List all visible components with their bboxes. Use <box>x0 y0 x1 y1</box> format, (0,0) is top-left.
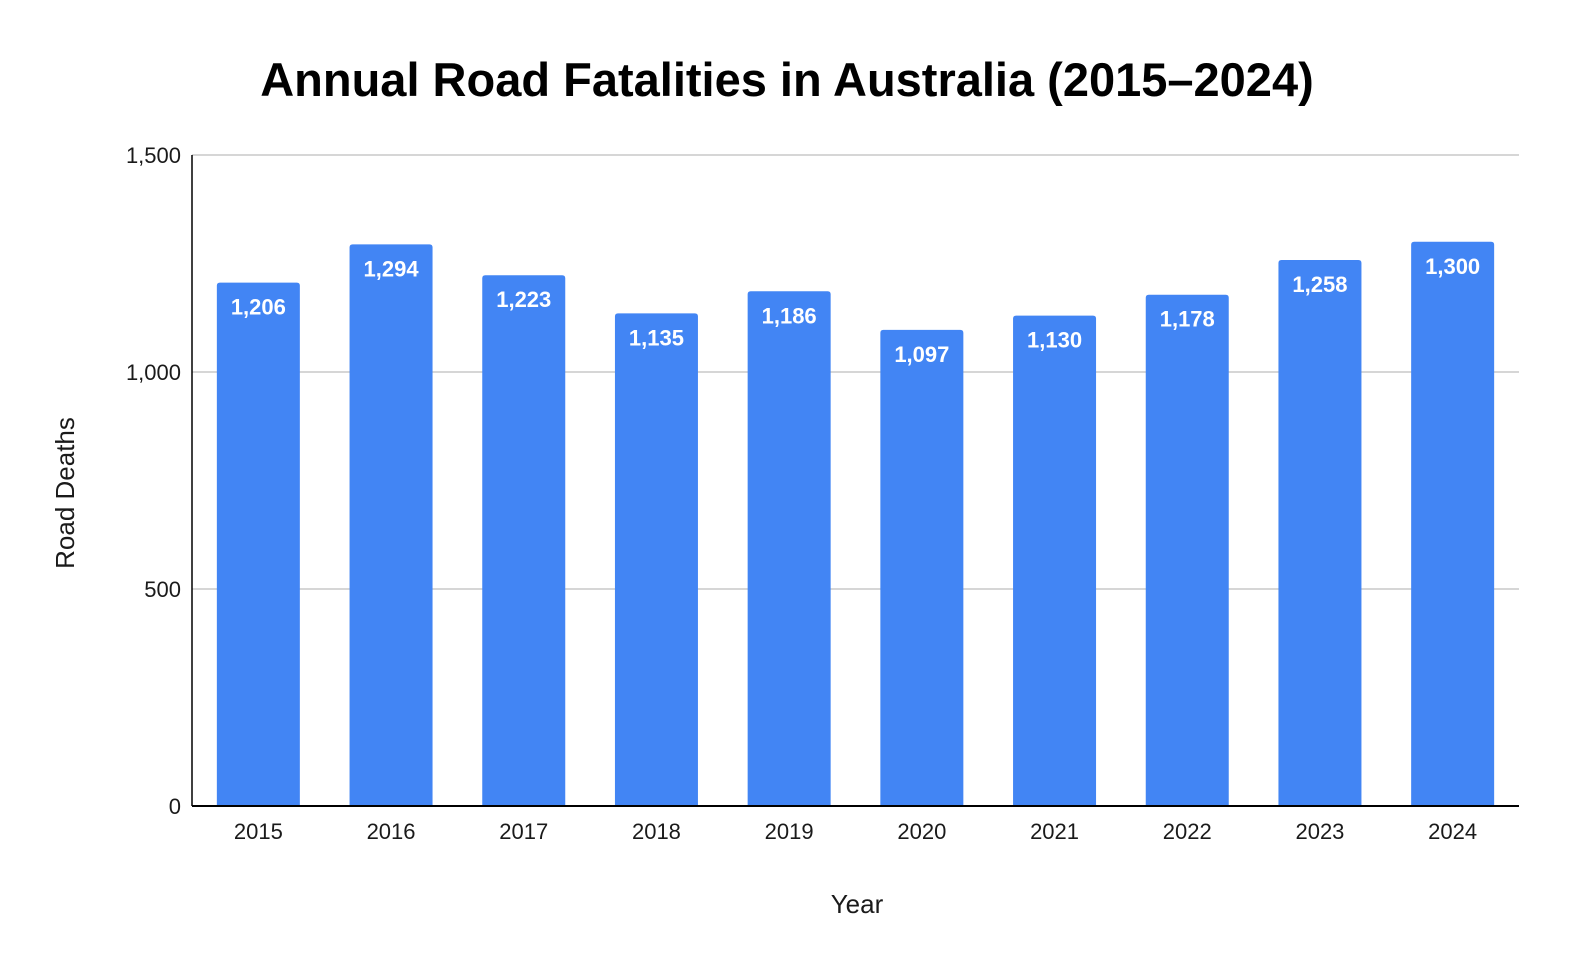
bar <box>880 329 964 806</box>
bar-value-label: 1,130 <box>1027 328 1082 353</box>
bar <box>614 313 698 806</box>
bar-value-label: 1,223 <box>496 287 551 312</box>
bar <box>216 282 300 806</box>
bar <box>1013 315 1097 806</box>
x-tick-label: 2021 <box>1030 819 1079 844</box>
x-axis-ticks: 2015 2016 2017 2018 2019 2020 2021 2022 2023 2024 <box>234 819 1477 844</box>
bar-value-label: 1,294 <box>364 256 420 281</box>
x-tick-label: 2019 <box>765 819 814 844</box>
bar-value-label: 1,186 <box>762 303 817 328</box>
bars <box>216 241 1495 807</box>
bar-value-label: 1,206 <box>231 295 286 320</box>
x-tick-label: 2022 <box>1163 819 1212 844</box>
y-tick-label: 500 <box>144 577 181 602</box>
bar <box>349 244 433 807</box>
x-tick-label: 2018 <box>632 819 681 844</box>
x-axis-title: Year <box>831 889 884 919</box>
x-tick-label: 2023 <box>1295 819 1344 844</box>
bar-value-label: 1,178 <box>1160 307 1215 332</box>
x-tick-label: 2016 <box>367 819 416 844</box>
y-axis-title: Road Deaths <box>50 417 80 569</box>
bar <box>1278 260 1362 806</box>
bar <box>482 275 566 806</box>
bar-value-label: 1,135 <box>629 325 684 350</box>
bar <box>1411 241 1495 807</box>
bar-value-label: 1,097 <box>894 342 949 367</box>
x-tick-label: 2024 <box>1428 819 1477 844</box>
bar <box>747 291 831 806</box>
y-axis-ticks: 0 500 1,000 1,500 <box>126 143 181 819</box>
bar <box>1145 294 1229 806</box>
x-tick-label: 2017 <box>499 819 548 844</box>
x-tick-label: 2020 <box>897 819 946 844</box>
y-tick-label: 1,500 <box>126 143 181 168</box>
chart-title: Annual Road Fatalities in Australia (201… <box>260 53 1314 106</box>
x-tick-label: 2015 <box>234 819 283 844</box>
y-tick-label: 1,000 <box>126 360 181 385</box>
y-tick-label: 0 <box>169 794 181 819</box>
bar-value-label: 1,300 <box>1425 254 1480 279</box>
bar-value-labels: 1,206 1,294 1,223 1,135 1,186 1,097 1,130 1,178… <box>231 254 1480 367</box>
bar-value-label: 1,258 <box>1292 272 1347 297</box>
